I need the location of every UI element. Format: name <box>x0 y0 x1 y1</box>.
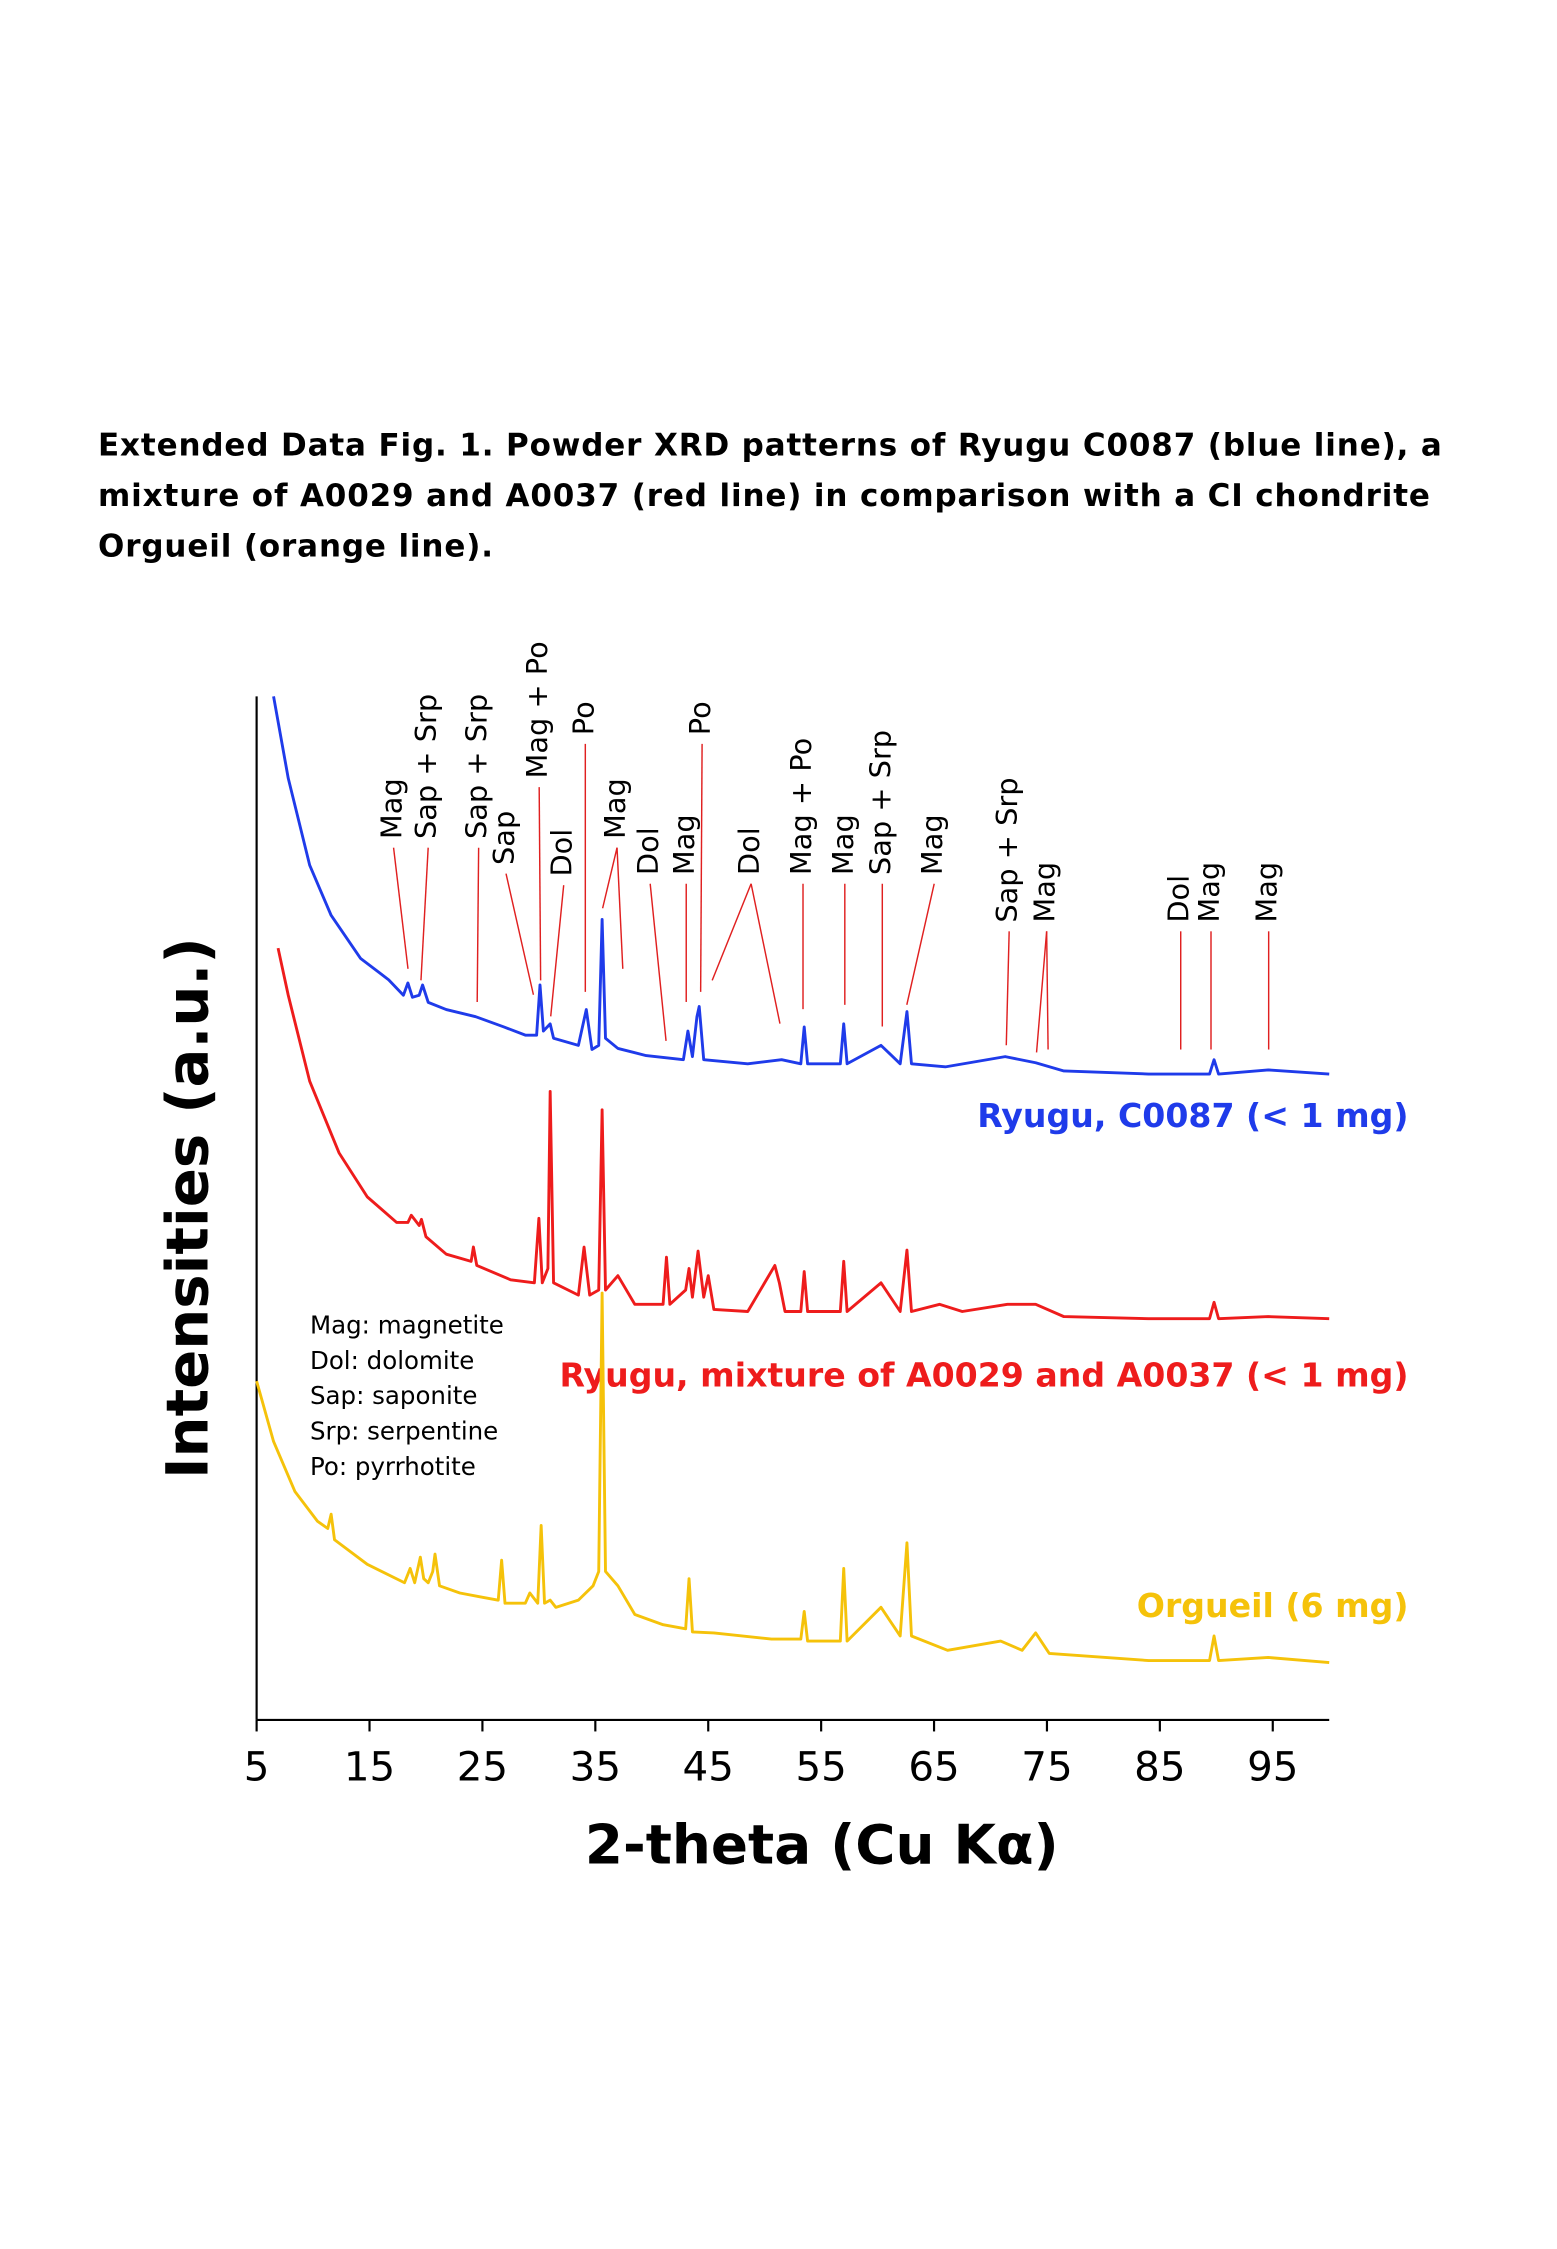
peak-leader <box>601 847 618 909</box>
series-line <box>272 696 1330 1076</box>
peak-label: Mag <box>915 814 949 875</box>
peak-leader <box>616 847 624 969</box>
peak-label: Dol <box>1162 875 1196 923</box>
peak-label: Sap + Srp <box>863 730 897 875</box>
peak-label: Sap + Srp <box>460 694 494 839</box>
key-line: Dol: dolomite <box>310 1346 474 1375</box>
peak-leader <box>1005 931 1010 1046</box>
y-axis-title: Intensities (a.u.) <box>153 937 221 1479</box>
peak-leader <box>906 883 935 1006</box>
caption-line: Extended Data Fig. 1. Powder XRD pattern… <box>98 428 1443 464</box>
key-line: Srp: serpentine <box>310 1417 498 1446</box>
x-tick-label: 35 <box>570 1743 621 1790</box>
key-line: Mag: magnetite <box>310 1311 504 1340</box>
peak-label: Mag <box>375 778 409 839</box>
x-tick-label: 45 <box>683 1743 734 1790</box>
peak-label: Po <box>683 701 717 735</box>
key-line: Po: pyrrhotite <box>310 1452 476 1481</box>
caption-line: Orgueil (orange line). <box>98 528 494 564</box>
peak-label: Mag <box>1192 862 1226 923</box>
peak-label: Mag + Po <box>520 641 554 778</box>
peak-label: Dol <box>631 827 665 875</box>
peak-label: Po <box>566 701 600 735</box>
peak-leader <box>1045 931 1049 1050</box>
x-tick-label: 95 <box>1247 1743 1298 1790</box>
peak-leader <box>538 787 542 981</box>
peak-label: Mag <box>1028 862 1062 923</box>
peak-label: Mag <box>826 814 860 875</box>
x-tick-label: 55 <box>795 1743 846 1790</box>
peak-leader <box>505 873 535 995</box>
x-tick-label: 15 <box>344 1743 395 1790</box>
peak-label: Dol <box>732 827 766 875</box>
peak-leader <box>549 885 565 1017</box>
peak-label: Mag <box>598 778 632 839</box>
series-label: Ryugu, C0087 (< 1 mg) <box>977 1096 1408 1135</box>
peak-label: Mag <box>667 814 701 875</box>
series-label: Ryugu, mixture of A0029 and A0037 (< 1 m… <box>560 1355 1409 1394</box>
x-tick-label: 65 <box>908 1743 959 1790</box>
peak-label: Mag + Po <box>784 738 818 875</box>
x-tick-label: 5 <box>244 1743 270 1790</box>
peak-label: Sap + Srp <box>409 694 443 839</box>
peak-leader <box>750 883 781 1024</box>
peak-leader <box>476 847 480 1002</box>
peak-leader <box>711 883 752 981</box>
x-tick-label: 85 <box>1134 1743 1185 1790</box>
peak-leader <box>649 883 667 1041</box>
peak-leader <box>699 743 703 992</box>
peak-leader <box>392 847 409 969</box>
caption: Extended Data Fig. 1. Powder XRD pattern… <box>98 428 1443 565</box>
series-line <box>276 947 1330 1321</box>
x-tick-label: 75 <box>1021 1743 1072 1790</box>
peak-leader <box>420 847 429 981</box>
peak-label: Sap + Srp <box>990 777 1024 922</box>
x-tick-label: 25 <box>457 1743 508 1790</box>
series-line <box>255 1291 1330 1665</box>
key-line: Sap: saponite <box>310 1381 477 1410</box>
caption-line: mixture of A0029 and A0037 (red line) in… <box>98 478 1431 514</box>
series-label: Orgueil (6 mg) <box>1137 1586 1409 1625</box>
peak-leader <box>1035 931 1048 1053</box>
peak-label: Sap <box>487 811 521 865</box>
peak-label: Dol <box>545 829 579 877</box>
peak-label: Mag <box>1250 862 1284 923</box>
x-axis-title: 2-theta (Cu Kα) <box>585 1812 1059 1876</box>
